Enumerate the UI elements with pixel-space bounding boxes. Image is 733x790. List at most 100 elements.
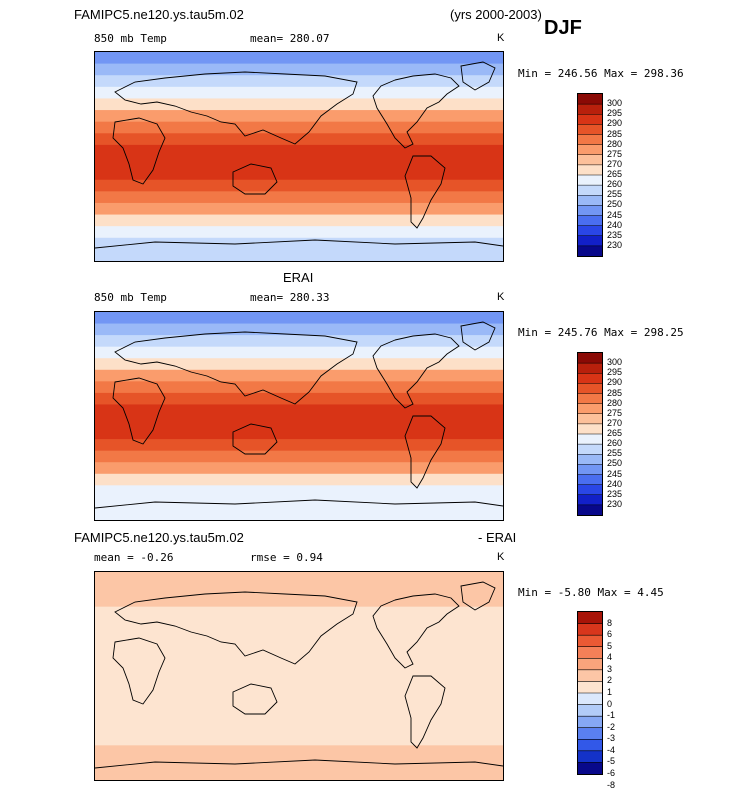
zonal-band: [95, 745, 503, 758]
colorbar-swatch: [578, 363, 602, 374]
colorbar-tick-label: 5: [607, 640, 613, 651]
colorbar-swatch: [578, 423, 602, 435]
colorbar-tick-label: 6: [607, 629, 613, 640]
zonal-band: [95, 722, 503, 735]
coastline: [112, 117, 166, 185]
zonal-band: [95, 335, 503, 348]
case-title: FAMIPC5.ne120.ys.tau5m.02: [74, 7, 244, 22]
colorbar-tick-label: 240: [607, 478, 623, 489]
colorbar-swatch: [578, 623, 602, 636]
zonal-band: [95, 416, 503, 429]
colorbar-swatch: [578, 225, 602, 237]
zonal-band: [95, 249, 503, 261]
zonal-band: [95, 450, 503, 463]
zonal-band: [95, 168, 503, 181]
zonal-band: [95, 485, 503, 498]
zonal-band: [95, 133, 503, 146]
colorbar-tick-label: 235: [607, 488, 623, 499]
colorbar-swatch: [578, 245, 602, 256]
colorbar-swatch: [578, 175, 602, 186]
colorbar-tick-label: 250: [607, 458, 623, 469]
colorbar-swatch: [578, 646, 602, 659]
zonal-band: [95, 346, 503, 359]
panel2-mean: mean= 280.33: [250, 291, 330, 304]
colorbar-tick-label: 245: [607, 209, 623, 220]
zonal-band: [95, 237, 503, 250]
zonal-band: [95, 462, 503, 475]
zonal-band: [95, 583, 503, 596]
panel3-mean: mean = -0.26: [94, 551, 174, 564]
zonal-band: [95, 687, 503, 700]
colorbar-tick-label: 2: [607, 675, 613, 686]
coastline: [114, 71, 358, 145]
coastline: [114, 331, 358, 405]
panel3-rmse: rmse = 0.94: [250, 551, 323, 564]
colorbar-swatch: [578, 393, 602, 405]
zonal-band: [95, 75, 503, 88]
colorbar-tick-label: 275: [607, 407, 623, 418]
zonal-band: [95, 756, 503, 769]
colorbar-tick-label: 270: [607, 417, 623, 428]
zonal-band: [95, 652, 503, 665]
panel3-map: [94, 571, 504, 781]
colorbar-tick-label: 270: [607, 158, 623, 169]
colorbar-tick-label: 295: [607, 367, 623, 378]
colorbar-tick-label: 0: [607, 698, 613, 709]
coastline: [112, 377, 166, 445]
colorbar-swatch: [578, 474, 602, 486]
coastline: [372, 593, 460, 669]
colorbar-tick-label: 300: [607, 357, 623, 368]
colorbar-tick-label: -3: [607, 733, 616, 744]
coastline: [232, 163, 278, 195]
colorbar-tick-label: 245: [607, 468, 623, 479]
colorbar-swatch: [578, 235, 602, 247]
coastline: [460, 321, 496, 351]
panel3-title-right: - ERAI: [478, 530, 517, 545]
coastline: [95, 499, 503, 509]
colorbar-tick-label: 4: [607, 652, 613, 663]
colorbar-tick-label: -8: [607, 779, 616, 790]
colorbar-tick-label: -2: [607, 721, 616, 732]
colorbar-swatch: [578, 185, 602, 196]
colorbar-swatch: [578, 373, 602, 384]
colorbar-swatch: [578, 164, 602, 176]
colorbar-tick-label: 3: [607, 663, 613, 674]
panel2-map: [94, 311, 504, 521]
zonal-band: [95, 179, 503, 192]
coastline: [95, 759, 503, 769]
coastline: [232, 683, 278, 715]
zonal-band: [95, 144, 503, 157]
zonal-band: [95, 226, 503, 239]
colorbar-tick-label: -5: [607, 756, 616, 767]
colorbar-tick-label: 250: [607, 199, 623, 210]
colorbar-swatch: [578, 612, 602, 624]
zonal-band: [95, 312, 503, 325]
colorbar-tick-label: 255: [607, 448, 623, 459]
panel2-units: K: [497, 291, 505, 303]
zonal-band: [95, 473, 503, 486]
colorbar-swatch: [578, 750, 602, 763]
colorbar-tick-label: 285: [607, 387, 623, 398]
colorbar-tick-label: 260: [607, 179, 623, 190]
zonal-band: [95, 595, 503, 608]
zonal-band: [95, 86, 503, 99]
colorbar-tick-label: 265: [607, 169, 623, 179]
panel1-map: [94, 51, 504, 262]
zonal-band: [95, 369, 503, 382]
colorbar-swatch: [578, 124, 602, 135]
colorbar-swatch: [578, 383, 602, 394]
panel3-colorbar: [577, 611, 603, 775]
zonal-band: [95, 508, 503, 520]
zonal-band: [95, 606, 503, 619]
colorbar-tick-label: 265: [607, 428, 623, 438]
colorbar-swatch: [578, 454, 602, 465]
zonal-band: [95, 202, 503, 216]
colorbar-tick-label: 285: [607, 128, 623, 139]
zonal-band: [95, 496, 503, 509]
colorbar-tick-label: -4: [607, 744, 616, 755]
zonal-band: [95, 664, 503, 677]
panel1-map-svg: [95, 52, 503, 261]
zonal-band: [95, 156, 503, 169]
coastline: [372, 333, 460, 409]
colorbar-swatch: [578, 704, 602, 717]
